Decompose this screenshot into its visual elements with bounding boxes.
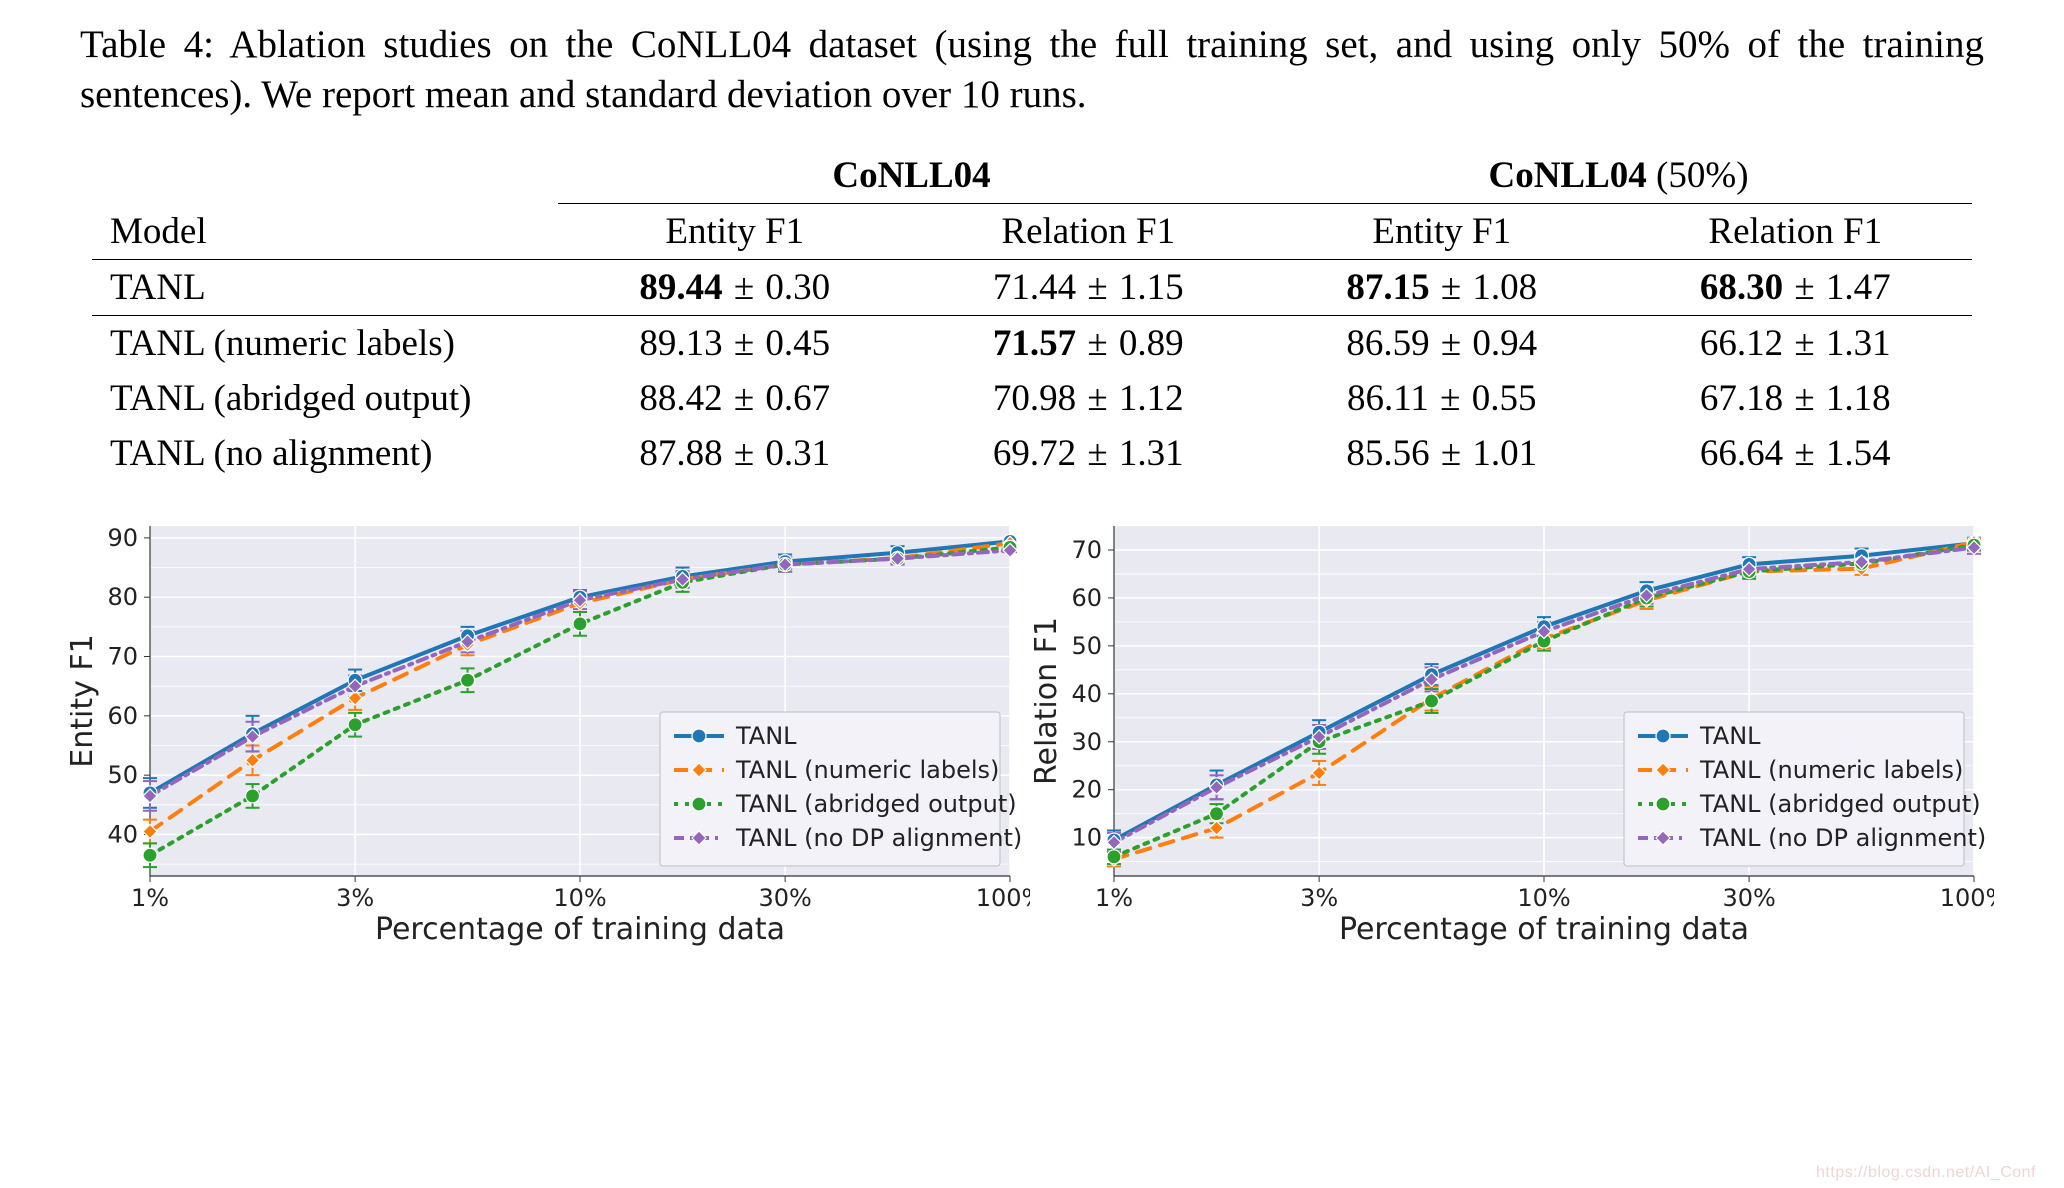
table-cell: 66.12 ± 1.31 xyxy=(1619,315,1973,371)
model-cell: TANL xyxy=(92,259,558,315)
svg-text:50: 50 xyxy=(107,761,138,789)
group-header-50-suffix: (50%) xyxy=(1647,155,1749,196)
table-row: TANL (numeric labels)89.13 ± 0.4571.57 ±… xyxy=(92,315,1972,371)
svg-text:70: 70 xyxy=(107,642,138,670)
table-cell: 88.42 ± 0.67 xyxy=(558,371,912,426)
watermark: https://blog.csdn.net/AI_Conf xyxy=(1816,1164,2036,1182)
col-ef1-50: Entity F1 xyxy=(1265,203,1619,259)
table-cell: 69.72 ± 1.31 xyxy=(912,426,1266,481)
svg-text:70: 70 xyxy=(1071,536,1102,564)
svg-text:TANL (no DP alignment): TANL (no DP alignment) xyxy=(1699,824,1986,852)
svg-text:20: 20 xyxy=(1071,776,1102,804)
svg-text:Relation F1: Relation F1 xyxy=(1034,617,1064,785)
table-cell: 86.59 ± 0.94 xyxy=(1265,315,1619,371)
svg-text:100%: 100% xyxy=(976,884,1030,912)
group-header-50: CoNLL04 (50%) xyxy=(1265,148,1972,204)
svg-text:30%: 30% xyxy=(1722,884,1775,912)
svg-text:90: 90 xyxy=(107,524,138,552)
svg-text:30: 30 xyxy=(1071,728,1102,756)
svg-text:30%: 30% xyxy=(758,884,811,912)
svg-text:TANL (numeric labels): TANL (numeric labels) xyxy=(735,756,999,784)
svg-text:60: 60 xyxy=(1071,584,1102,612)
svg-text:TANL: TANL xyxy=(735,722,797,750)
table-cell: 68.30 ± 1.47 xyxy=(1619,259,1973,315)
svg-text:TANL (no DP alignment): TANL (no DP alignment) xyxy=(735,824,1022,852)
table-cell: 66.64 ± 1.54 xyxy=(1619,426,1973,481)
group-header-full: CoNLL04 xyxy=(558,148,1265,204)
table-cell: 85.56 ± 1.01 xyxy=(1265,426,1619,481)
table-cell: 87.15 ± 1.08 xyxy=(1265,259,1619,315)
svg-text:TANL (numeric labels): TANL (numeric labels) xyxy=(1699,756,1963,784)
col-ef1: Entity F1 xyxy=(558,203,912,259)
svg-text:40: 40 xyxy=(107,820,138,848)
model-cell: TANL (no alignment) xyxy=(92,426,558,481)
svg-text:Percentage of training data: Percentage of training data xyxy=(375,912,785,947)
table-row: TANL (abridged output)88.42 ± 0.6770.98 … xyxy=(92,371,1972,426)
svg-text:Entity F1: Entity F1 xyxy=(70,634,100,767)
table-cell: 67.18 ± 1.18 xyxy=(1619,371,1973,426)
table-cell: 86.11 ± 0.55 xyxy=(1265,371,1619,426)
table-cell: 87.88 ± 0.31 xyxy=(558,426,912,481)
svg-text:TANL (abridged output): TANL (abridged output) xyxy=(1699,790,1981,818)
table-cell: 89.13 ± 0.45 xyxy=(558,315,912,371)
svg-text:10%: 10% xyxy=(553,884,606,912)
ablation-table: CoNLL04 CoNLL04 (50%) Model Entity F1 Re… xyxy=(92,148,1972,481)
svg-text:10%: 10% xyxy=(1517,884,1570,912)
charts-row: 1% 3% 10% 30% 100% 40 50 60 70 80 90 Percentage of … xyxy=(60,511,2004,951)
col-model: Model xyxy=(92,203,558,259)
table-row: TANL89.44 ± 0.3071.44 ± 1.1587.15 ± 1.08… xyxy=(92,259,1972,315)
table-caption: Table 4: Ablation studies on the CoNLL04… xyxy=(60,20,2004,120)
svg-text:40: 40 xyxy=(1071,680,1102,708)
group-header-row: CoNLL04 CoNLL04 (50%) xyxy=(92,148,1972,204)
col-rf1-50: Relation F1 xyxy=(1619,203,1973,259)
col-rf1: Relation F1 xyxy=(912,203,1266,259)
entity-f1-chart: 1% 3% 10% 30% 100% 40 50 60 70 80 90 Percentage of … xyxy=(70,511,1030,951)
table-cell: 71.44 ± 1.15 xyxy=(912,259,1266,315)
model-cell: TANL (numeric labels) xyxy=(92,315,558,371)
group-header-50-bold: CoNLL04 xyxy=(1488,155,1646,196)
svg-text:TANL: TANL xyxy=(1699,722,1761,750)
table-row: TANL (no alignment)87.88 ± 0.3169.72 ± 1… xyxy=(92,426,1972,481)
svg-text:100%: 100% xyxy=(1940,884,1994,912)
column-header-row: Model Entity F1 Relation F1 Entity F1 Re… xyxy=(92,203,1972,259)
table-cell: 71.57 ± 0.89 xyxy=(912,315,1266,371)
table-cell: 70.98 ± 1.12 xyxy=(912,371,1266,426)
svg-text:Percentage of training data: Percentage of training data xyxy=(1339,912,1749,947)
svg-text:50: 50 xyxy=(1071,632,1102,660)
svg-text:1%: 1% xyxy=(131,884,169,912)
svg-text:3%: 3% xyxy=(336,884,374,912)
svg-text:80: 80 xyxy=(107,583,138,611)
svg-text:1%: 1% xyxy=(1095,884,1133,912)
page: Table 4: Ablation studies on the CoNLL04… xyxy=(0,0,2064,1188)
table-cell: 89.44 ± 0.30 xyxy=(558,259,912,315)
svg-text:60: 60 xyxy=(107,702,138,730)
svg-text:3%: 3% xyxy=(1300,884,1338,912)
model-cell: TANL (abridged output) xyxy=(92,371,558,426)
svg-text:10: 10 xyxy=(1071,823,1102,851)
relation-f1-chart: 1% 3% 10% 30% 100% 10 20 30 40 50 60 70 Percentage o… xyxy=(1034,511,1994,951)
svg-text:TANL (abridged output): TANL (abridged output) xyxy=(735,790,1017,818)
